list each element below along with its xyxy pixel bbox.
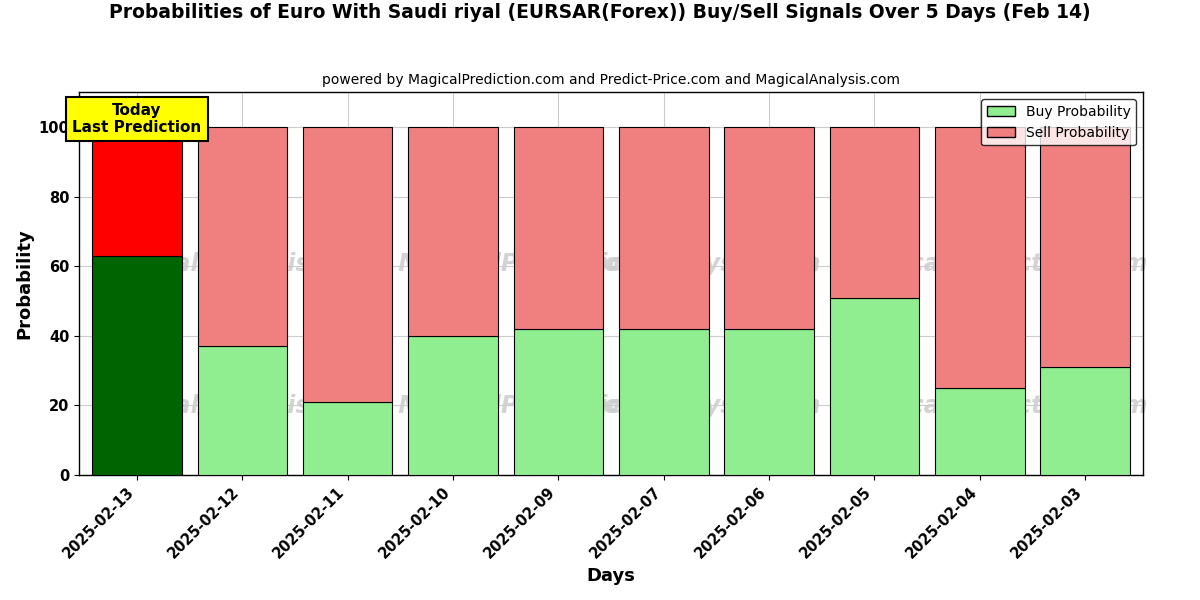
Text: MagicalAnalysis.com   MagicalPrediction.com: MagicalAnalysis.com MagicalPrediction.co… xyxy=(96,253,701,277)
Bar xyxy=(829,127,919,298)
Bar xyxy=(1040,127,1130,367)
Title: powered by MagicalPrediction.com and Predict-Price.com and MagicalAnalysis.com: powered by MagicalPrediction.com and Pre… xyxy=(322,73,900,87)
X-axis label: Days: Days xyxy=(587,567,636,585)
Bar xyxy=(829,298,919,475)
Bar xyxy=(935,388,1025,475)
Bar xyxy=(725,127,814,329)
Bar xyxy=(619,127,708,329)
Text: MagicalAnalysis.com   MagicalPrediction.com: MagicalAnalysis.com MagicalPrediction.co… xyxy=(96,394,701,418)
Bar xyxy=(408,336,498,475)
Bar xyxy=(92,127,181,256)
Bar xyxy=(1040,367,1130,475)
Bar xyxy=(935,127,1025,388)
Bar xyxy=(92,256,181,475)
Bar xyxy=(198,127,287,346)
Text: Today
Last Prediction: Today Last Prediction xyxy=(72,103,202,135)
Text: Probabilities of Euro With Saudi riyal (EURSAR(Forex)) Buy/Sell Signals Over 5 D: Probabilities of Euro With Saudi riyal (… xyxy=(109,3,1091,22)
Bar xyxy=(725,329,814,475)
Bar xyxy=(302,127,392,402)
Bar xyxy=(619,329,708,475)
Legend: Buy Probability, Sell Probability: Buy Probability, Sell Probability xyxy=(982,99,1136,145)
Bar xyxy=(302,402,392,475)
Bar xyxy=(408,127,498,336)
Text: MagicalAnalysis.com   MagicalPrediction.com: MagicalAnalysis.com MagicalPrediction.co… xyxy=(542,253,1147,277)
Y-axis label: Probability: Probability xyxy=(14,228,32,339)
Text: MagicalAnalysis.com   MagicalPrediction.com: MagicalAnalysis.com MagicalPrediction.co… xyxy=(542,394,1147,418)
Bar xyxy=(514,127,604,329)
Bar xyxy=(514,329,604,475)
Bar xyxy=(198,346,287,475)
